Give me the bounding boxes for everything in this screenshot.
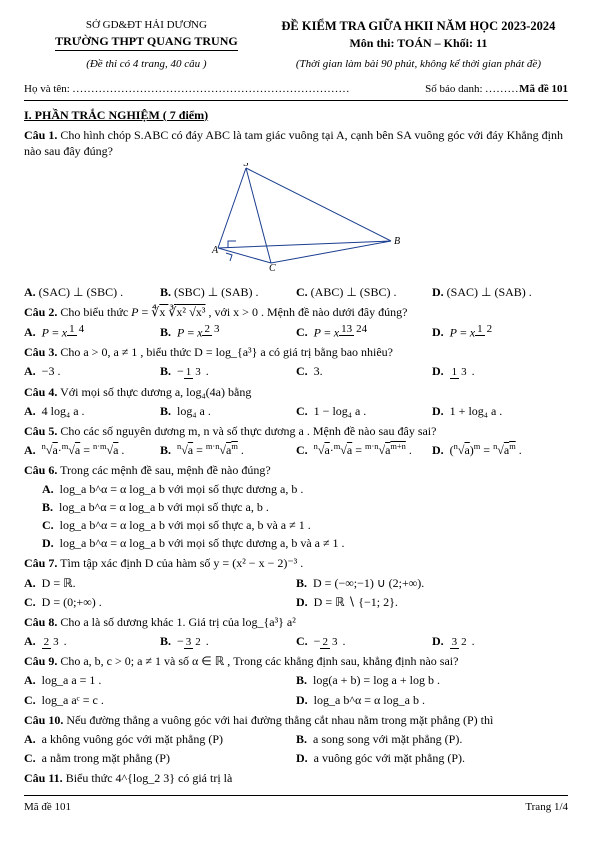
svg-text:B: B [394,236,400,247]
name-field: Họ và tên: .............................… [24,82,425,97]
question-1: Câu 1. Cho hình chóp S.ABC có đáy ABC là… [24,127,568,300]
svg-text:A: A [211,245,219,256]
subject-label: Môn thi: TOÁN – Khối: 11 [269,35,568,51]
question-8: Câu 8. Cho a là số dương khác 1. Giá trị… [24,614,568,649]
id-field: Số báo danh: ......... [425,82,519,97]
question-9: Câu 9. Cho a, b, c > 0; a ≠ 1 và số α ∈ … [24,653,568,708]
question-7: Câu 7. Tìm tập xác định D của hàm số y =… [24,555,568,610]
question-10: Câu 10. Nếu đường thẳng a vuông góc với … [24,712,568,767]
question-11: Câu 11. Biểu thức 4^{log_2 3} có giá trị… [24,770,568,786]
exam-code: Mã đề 101 [519,82,568,97]
question-3: Câu 3. Cho a > 0, a ≠ 1 , biểu thức D = … [24,344,568,379]
svg-text:C: C [269,263,276,273]
separator [24,100,568,101]
svg-text:S: S [244,163,249,169]
footer-page: Trang 1/4 [525,800,568,815]
school-label: TRƯỜNG THPT QUANG TRUNG [55,33,238,51]
time-note: (Thời gian làm bài 90 phút, không kể thờ… [269,57,568,72]
page-note-left: (Đề thi có 4 trang, 40 câu ) [24,57,269,72]
exam-title: ĐỀ KIỂM TRA GIỮA HKII NĂM HỌC 2023-2024 [269,18,568,35]
q1-diagram: S A B C [186,163,406,273]
question-4: Câu 4. Với mọi số thực dương a, log₄(4a)… [24,384,568,419]
question-6: Câu 6. Trong các mệnh đề sau, mệnh đề nà… [24,462,568,551]
question-2: Câu 2. Cho biểu thức P = ∜x ∛x² √x³ , vớ… [24,304,568,341]
section-title: I. PHẦN TRẮC NGHIỆM ( 7 điểm) [24,107,568,123]
dept-label: SỞ GD&ĐT HẢI DƯƠNG [24,18,269,33]
footer-code: Mã đề 101 [24,800,71,815]
question-5: Câu 5. Cho các số nguyên dương m, n và s… [24,423,568,458]
